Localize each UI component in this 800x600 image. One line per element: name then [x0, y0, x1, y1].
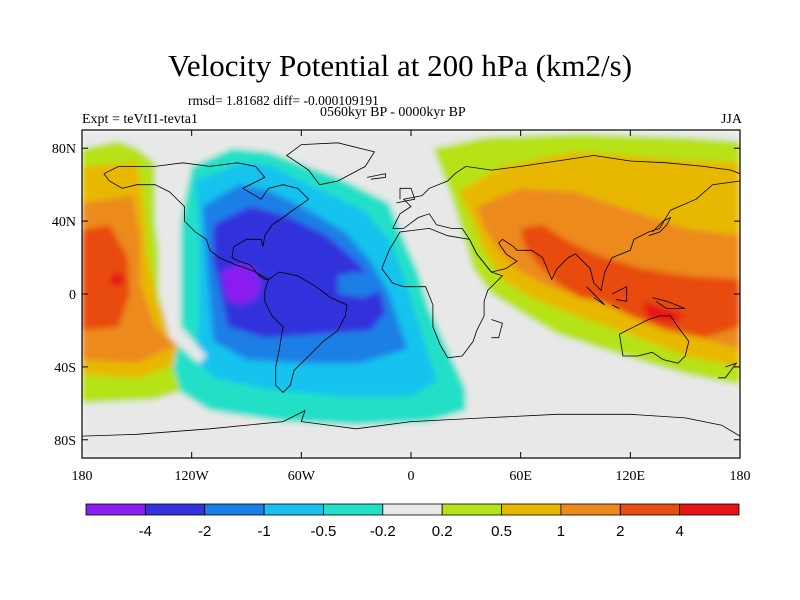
experiment-label: Expt = teVtI1-tevta1 — [82, 112, 198, 127]
coastline-6 — [82, 409, 740, 437]
colorbar-box-10 — [679, 503, 740, 516]
coastline-14 — [367, 173, 386, 180]
contour-region-11 — [220, 264, 262, 305]
y-tick-label-4: 80S — [54, 434, 76, 449]
x-tick-label-3: 0 — [408, 469, 415, 484]
coastline-15 — [718, 362, 738, 379]
contour-region-16 — [520, 224, 740, 338]
colorbar-label-7: 1 — [557, 523, 565, 540]
colorbar-label-8: 2 — [616, 523, 624, 540]
colorbar-label-1: -2 — [198, 523, 211, 540]
colorbar-label-5: 0.2 — [432, 523, 453, 540]
time-period-label: 0560kyr BP - 0000kyr BP — [320, 105, 466, 120]
coastline-9 — [648, 216, 672, 237]
coastline-5 — [491, 319, 503, 339]
x-tick-label-1: 120W — [175, 469, 210, 484]
colorbar-label-6: 0.5 — [491, 523, 512, 540]
x-tick-label-2: 60W — [288, 469, 316, 484]
contour-region-4 — [82, 224, 130, 331]
colorbar-box-5 — [382, 503, 443, 516]
y-tick-label-1: 40N — [52, 215, 76, 230]
page-title: Velocity Potential at 200 hPa (km2/s) — [167, 48, 633, 83]
coastline-8 — [396, 187, 416, 204]
y-tick-label-3: 40S — [54, 361, 76, 376]
colorbar-label-3: -0.5 — [311, 523, 337, 540]
colorbar-box-7 — [501, 503, 562, 516]
colorbar-box-4 — [323, 503, 384, 516]
contour-region-5 — [109, 272, 126, 287]
colorbar-label-0: -4 — [139, 523, 152, 540]
y-tick-label-2: 0 — [69, 288, 76, 303]
contour-regions — [82, 130, 740, 458]
colorbar-box-3 — [263, 503, 324, 516]
contour-region-17 — [641, 301, 686, 324]
coastline-10 — [586, 286, 605, 306]
coastline-0 — [103, 162, 310, 280]
coastline-11 — [611, 304, 620, 309]
colorbar: -4 -2 -1 -0.5 -0.2 0.2 0.5 1 2 4 — [85, 503, 740, 540]
contour-region-12 — [158, 184, 207, 364]
y-tick-label-0: 80N — [52, 142, 76, 157]
x-tick-label-6: 180 — [730, 469, 751, 484]
coastlines — [82, 142, 740, 437]
x-tick-label-0: 180 — [72, 469, 93, 484]
colorbar-box-2 — [204, 503, 265, 516]
colorbar-box-8 — [560, 503, 621, 516]
axes: 180 120W 60W 0 60E 120E 180 80N 40N 0 40S 80S — [52, 130, 751, 484]
season-label: JJA — [720, 112, 742, 127]
colorbar-box-1 — [144, 503, 206, 516]
contour-fill-layer — [82, 130, 740, 458]
x-tick-label-4: 60E — [509, 469, 532, 484]
coastline-1 — [264, 271, 348, 393]
colorbar-label-4: -0.2 — [370, 523, 396, 540]
coastline-12 — [611, 286, 628, 302]
colorbar-label-2: -1 — [257, 523, 270, 540]
coastline-3 — [381, 227, 504, 359]
contour-region-10 — [337, 272, 382, 298]
coastline-13 — [652, 297, 686, 309]
colorbar-box-0 — [85, 503, 146, 516]
colorbar-box-9 — [619, 503, 681, 516]
colorbar-box-6 — [441, 503, 502, 516]
coastline-7 — [286, 142, 376, 186]
x-tick-label-5: 120E — [616, 469, 646, 484]
rmsd-diff-stats: rmsd= 1.81682 diff= -0.000109191 — [188, 93, 379, 108]
coastline-4 — [619, 315, 690, 364]
colorbar-label-9: 4 — [675, 523, 683, 540]
